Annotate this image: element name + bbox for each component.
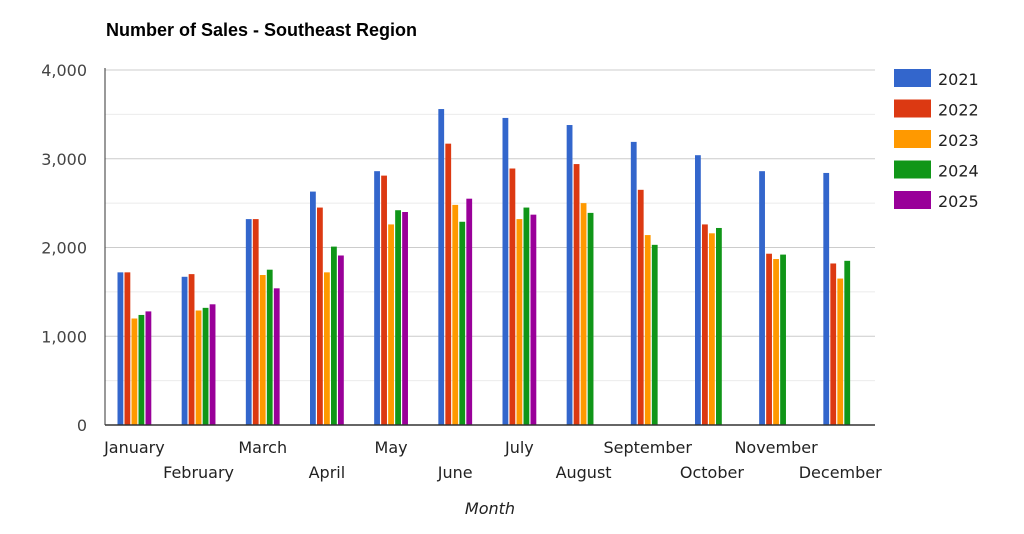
y-axis-ticks: 0 1,000 2,000 3,000 4,000 — [41, 61, 87, 435]
x-tick-label-april: April — [309, 463, 346, 482]
bar-2021-november — [759, 171, 765, 425]
bars — [117, 109, 851, 426]
x-tick-label-september: September — [604, 438, 693, 457]
x-axis-title: Month — [465, 499, 515, 518]
x-tick-label-november: November — [734, 438, 818, 457]
bar-2023-april — [324, 272, 330, 425]
bar-2021-april — [310, 191, 316, 425]
y-tick-label: 1,000 — [41, 327, 87, 346]
bar-2023-may — [388, 224, 394, 425]
bar-2024-february — [202, 307, 209, 425]
x-tick-label-may: May — [375, 438, 408, 457]
y-tick-label: 4,000 — [41, 61, 87, 80]
bar-2023-january — [131, 318, 138, 425]
x-tick-label-january: January — [103, 438, 165, 457]
bar-2021-october — [695, 155, 701, 425]
legend-label-2023: 2023 — [938, 131, 979, 150]
bar-2024-november — [780, 254, 786, 425]
x-tick-label-february: February — [163, 463, 234, 482]
bar-2021-july — [502, 117, 509, 426]
bar-2022-august — [573, 164, 580, 425]
bar-2023-october — [709, 233, 715, 425]
y-tick-label: 0 — [77, 416, 87, 435]
bar-2025-march — [273, 288, 280, 425]
bar-2022-february — [188, 274, 195, 425]
bar-2023-december — [837, 278, 844, 425]
x-tick-label-july: July — [504, 438, 534, 457]
bar-2025-january — [145, 311, 152, 425]
legend-swatch-2024 — [894, 160, 931, 179]
legend-label-2022: 2022 — [938, 101, 979, 120]
bar-2021-december — [823, 172, 830, 425]
bar-2021-march — [245, 219, 252, 425]
bar-2022-october — [702, 224, 708, 425]
legend-swatch-2021 — [894, 69, 931, 87]
legend-label-2025: 2025 — [938, 192, 979, 211]
gridlines — [105, 69, 875, 382]
bar-2025-may — [402, 212, 408, 425]
x-tick-label-june: June — [437, 463, 473, 482]
bar-2021-february — [181, 276, 188, 425]
x-tick-label-october: October — [680, 463, 744, 482]
bar-2021-may — [374, 171, 380, 425]
bar-2022-april — [317, 207, 323, 425]
bar-2022-july — [509, 168, 516, 425]
bar-2024-august — [587, 212, 594, 425]
bar-2024-may — [395, 210, 401, 425]
bar-2021-january — [117, 272, 124, 425]
legend-swatch-2025 — [894, 191, 931, 209]
y-tick-label: 2,000 — [41, 239, 87, 258]
bar-2023-february — [195, 310, 202, 425]
bar-2024-october — [716, 227, 722, 425]
bar-2021-august — [566, 125, 573, 426]
bar-2024-september — [651, 244, 658, 425]
bar-2023-july — [516, 219, 523, 425]
bar-2025-february — [209, 304, 216, 425]
x-tick-label-march: March — [238, 438, 287, 457]
legend-label-2021: 2021 — [938, 70, 979, 89]
bar-2025-july — [530, 214, 537, 425]
bar-2021-june — [438, 109, 445, 426]
bar-2022-december — [830, 263, 837, 425]
bar-2023-june — [452, 204, 459, 425]
bar-2022-june — [445, 143, 452, 425]
bar-2024-june — [459, 221, 466, 425]
bar-2021-september — [630, 141, 637, 425]
bar-2024-december — [844, 260, 851, 425]
bar-2022-march — [252, 219, 259, 425]
axes — [104, 68, 875, 426]
bar-2025-april — [338, 255, 344, 425]
bar-2024-july — [523, 207, 530, 425]
bar-2022-may — [381, 175, 387, 425]
bar-2023-march — [259, 275, 266, 425]
x-tick-label-december: December — [799, 463, 882, 482]
y-tick-label: 3,000 — [41, 150, 87, 169]
bar-2024-january — [138, 314, 145, 425]
bar-2025-june — [466, 198, 473, 425]
bar-2024-march — [266, 269, 273, 425]
bar-2022-september — [637, 189, 644, 425]
bar-2023-august — [580, 203, 587, 425]
legend: 2021 2022 2023 2024 2025 — [894, 69, 979, 211]
x-tick-label-august: August — [556, 463, 612, 482]
bar-2023-september — [644, 235, 651, 425]
bar-2022-november — [766, 253, 772, 425]
legend-label-2024: 2024 — [938, 162, 979, 181]
legend-swatch-2022 — [894, 99, 931, 118]
legend-swatch-2023 — [894, 130, 931, 148]
bar-2022-january — [124, 272, 131, 425]
bar-2023-november — [773, 259, 779, 425]
chart-title: Number of Sales - Southeast Region — [106, 20, 417, 40]
bar-2024-april — [331, 246, 337, 425]
